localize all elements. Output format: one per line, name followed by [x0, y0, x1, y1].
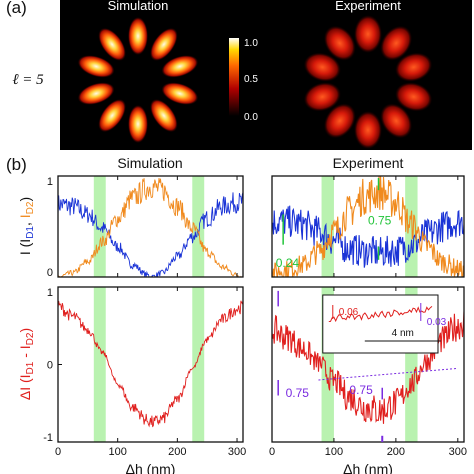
top-exp-annotation-075: 0.75	[368, 213, 392, 227]
bottom-exp-dotted-line	[318, 367, 458, 381]
bottom-exp-xtick-label: 0	[269, 446, 275, 458]
top-sim-shaded-band	[93, 176, 106, 277]
bottom-sim-shaded-band	[93, 287, 106, 442]
colorbar-tick-0: 0.0	[244, 112, 258, 123]
bottom-exp-annotation-mid: 0.75	[349, 383, 373, 397]
bottom-exp-xtick-label: 100	[325, 446, 343, 458]
sim-lobe	[77, 82, 115, 105]
bottom-sim-shaded-band	[192, 287, 205, 442]
panel-b-sim-title: Simulation	[117, 155, 182, 171]
bottom-sim-xtick-label: 0	[55, 446, 61, 458]
panel-b-tag: (b)	[6, 155, 27, 174]
bottom-exp-inset	[322, 294, 439, 354]
bottom-sim-xtick-label: 100	[108, 446, 126, 458]
panel-a-tag: (a)	[6, 0, 27, 17]
panel-a-exp-title: Experiment	[335, 0, 401, 13]
simulation-ring-image	[77, 17, 199, 143]
bottom-sim-ytick-label: -1	[43, 432, 53, 444]
exp-lobe	[323, 103, 356, 139]
top-ylabel: I (ID1, ID2)	[17, 197, 36, 255]
bottom-exp-inset-006: 0.06	[339, 307, 359, 318]
top-exp-annotation-024: 0.24	[276, 256, 300, 270]
top-sim-series-1-line	[58, 178, 243, 277]
colorbar	[229, 38, 239, 116]
top-sim-ytick-label: 0	[47, 267, 53, 279]
top-sim-shaded-band	[192, 176, 205, 277]
sim-lobe	[128, 105, 148, 143]
bottom-sim-xtick-label: 300	[228, 446, 246, 458]
bottom-exp-xtick-label: 200	[387, 446, 405, 458]
exp-lobe	[303, 52, 341, 82]
exp-lobe	[380, 103, 413, 139]
sim-lobe	[128, 17, 148, 55]
top-exp-chart: 0.75 0.24	[271, 175, 465, 278]
top-exp-series-1-line	[272, 176, 464, 277]
bottom-exp-series-0-line	[272, 311, 464, 424]
exp-lobe	[395, 82, 433, 112]
bottom-sim-ytick-label: 1	[47, 287, 53, 299]
bottom-exp-inset-scale-label: 4 nm	[392, 328, 414, 339]
panel-a-order-label: ℓ = 5	[12, 72, 44, 88]
exp-lobe	[395, 52, 433, 82]
sim-lobe	[150, 99, 178, 133]
top-sim-series-0-line	[58, 192, 243, 277]
exp-lobe	[354, 15, 382, 53]
sim-lobe	[77, 55, 115, 78]
top-sim-ytick-label: 1	[47, 176, 53, 188]
bottom-exp-xtick-label: 300	[449, 446, 467, 458]
top-sim-chart: 01	[47, 175, 244, 279]
sim-lobe	[150, 27, 178, 61]
top-sim-axes-frame	[57, 175, 244, 278]
exp-lobe	[303, 82, 341, 112]
panel-a-sim-title: Simulation	[108, 0, 169, 13]
exp-lobe	[354, 111, 382, 149]
bottom-exp-annotation-left: 0.75	[286, 386, 310, 400]
bottom-ylabel: ΔI (ID1 - ID2)	[17, 328, 36, 400]
bottom-sim-xtick-label: 200	[168, 446, 186, 458]
bottom-exp-inset-line	[328, 306, 433, 323]
exp-lobe	[380, 25, 413, 61]
bottom-sim-ytick-label: 0	[47, 360, 53, 372]
exp-lobe	[323, 25, 356, 61]
colorbar-tick-05: 0.5	[244, 74, 258, 85]
bottom-sim-series-0-line	[58, 300, 243, 428]
sim-lobe	[161, 55, 199, 78]
bottom-sim-xlabel: Δh (nm)	[126, 461, 176, 474]
bottom-exp-inset-003: 0.03	[427, 317, 447, 328]
bottom-exp-axes-frame	[271, 286, 465, 443]
sim-lobe	[98, 99, 126, 133]
colorbar-tick-1: 1.0	[244, 38, 258, 49]
bottom-exp-chart: 0 100 200 300 Δh (nm) 0.75 0.75 0.06 0.03 4 nm	[269, 286, 467, 474]
top-exp-series-0-line	[272, 205, 464, 268]
bottom-exp-xlabel: Δh (nm)	[343, 461, 393, 474]
top-exp-axes-frame	[271, 175, 465, 278]
experiment-ring-image	[303, 15, 433, 149]
sim-lobe	[161, 82, 199, 105]
panel-b-exp-title: Experiment	[333, 155, 404, 171]
sim-lobe	[98, 27, 126, 61]
